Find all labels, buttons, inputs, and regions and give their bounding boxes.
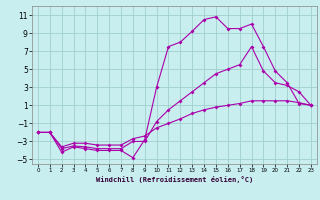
X-axis label: Windchill (Refroidissement éolien,°C): Windchill (Refroidissement éolien,°C) (96, 176, 253, 183)
